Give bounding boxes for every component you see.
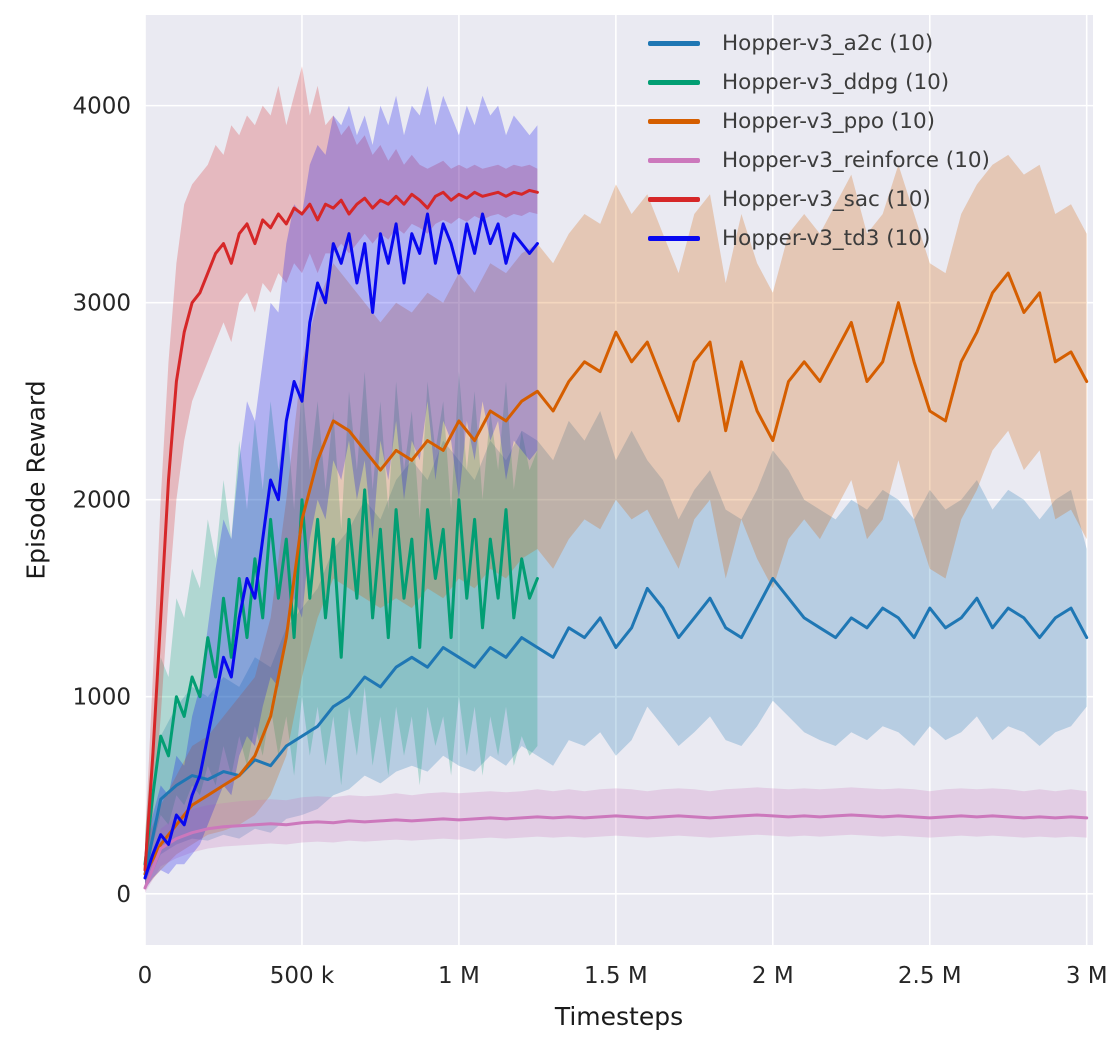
band-ppo [145,154,1087,888]
legend-label-a2c: Hopper-v3_a2c (10) [722,31,934,56]
y-axis-label: Episode Reward [21,380,51,580]
legend-label-ppo: Hopper-v3_ppo (10) [722,109,936,134]
y-tick-label: 3000 [72,291,131,317]
legend-swatch-ddpg [648,80,700,85]
legend-label-ddpg: Hopper-v3_ddpg (10) [722,70,950,95]
legend-item-td3: Hopper-v3_td3 (10) [648,225,990,252]
legend-swatch-reinforce [648,158,700,163]
x-tick-label: 3 M [1066,963,1108,989]
line-a2c [143,577,1089,876]
legend-swatch-td3 [648,236,700,241]
legend-item-a2c: Hopper-v3_a2c (10) [648,30,990,57]
line-sac [143,188,539,872]
line-ppo [143,271,1089,876]
band-td3 [145,85,538,890]
x-tick-label: 2 M [752,963,794,989]
x-tick-label: 0 [138,963,153,989]
y-tick-label: 2000 [72,488,131,514]
legend: Hopper-v3_a2c (10) Hopper-v3_ddpg (10) Hop… [648,30,990,252]
x-tick-label: 1.5 M [584,963,648,989]
y-tick-label: 1000 [72,685,131,711]
band-ddpg [145,371,538,884]
legend-swatch-sac [648,197,700,202]
legend-swatch-a2c [648,41,700,46]
line-td3 [143,212,539,880]
x-tick-label: 500 k [270,963,335,989]
legend-item-ppo: Hopper-v3_ppo (10) [648,108,990,135]
legend-item-sac: Hopper-v3_sac (10) [648,186,990,213]
y-tick-label: 4000 [72,94,131,120]
x-tick-label: 1 M [438,963,480,989]
line-reinforce [143,813,1089,890]
line-ddpg [143,488,539,866]
legend-label-reinforce: Hopper-v3_reinforce (10) [722,148,990,173]
legend-item-ddpg: Hopper-v3_ddpg (10) [648,69,990,96]
legend-item-reinforce: Hopper-v3_reinforce (10) [648,147,990,174]
legend-swatch-ppo [648,119,700,124]
legend-label-td3: Hopper-v3_td3 (10) [722,226,931,251]
y-tick-label: 0 [116,882,131,908]
band-sac [145,66,538,884]
x-tick-label: 2.5 M [898,963,962,989]
x-axis-label: Timesteps [554,1002,684,1031]
legend-label-sac: Hopper-v3_sac (10) [722,187,931,212]
plot-background [145,15,1093,945]
